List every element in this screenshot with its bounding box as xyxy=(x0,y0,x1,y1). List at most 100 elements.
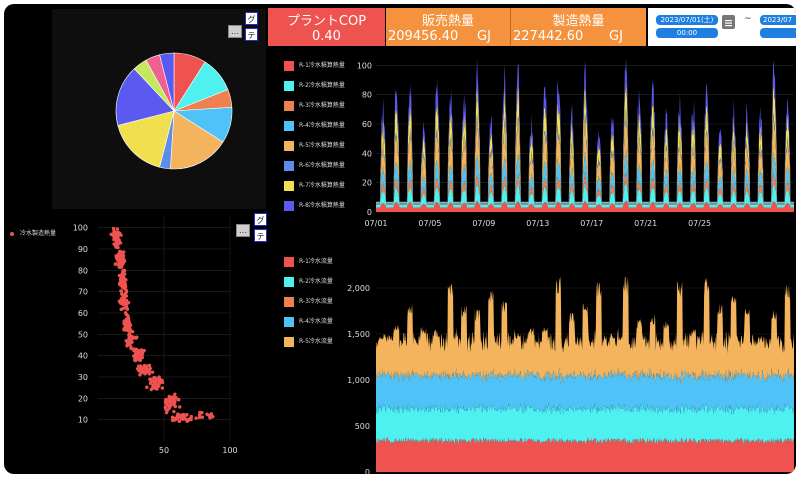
pie-graph-button[interactable]: グ xyxy=(245,12,258,25)
pie-panel: … グ テ xyxy=(52,9,266,209)
legend-swatch xyxy=(284,296,294,307)
scatter-point xyxy=(189,416,193,420)
scatter-point xyxy=(200,415,205,419)
scatter-point xyxy=(163,405,168,409)
cop-title: プラントCOP xyxy=(286,14,367,29)
scatter-point xyxy=(119,297,124,301)
scatter-point xyxy=(160,386,165,390)
scatter-point xyxy=(118,282,122,287)
scatter-point xyxy=(121,281,126,285)
start-time-field[interactable]: 00:00 xyxy=(656,28,718,38)
production-heat-card: 製造熱量 227442.60 GJ xyxy=(511,8,646,46)
end-date-field[interactable]: 2023/07 xyxy=(760,15,796,25)
scatter-point xyxy=(120,301,124,305)
scatter-legend-marker xyxy=(10,231,14,236)
scatter-point xyxy=(176,397,180,402)
legend-item[interactable]: R-8冷水積算熱量 xyxy=(284,200,345,211)
start-date-field[interactable]: 2023/07/01(土) xyxy=(656,15,718,25)
legend-label: R-1冷水流量 xyxy=(299,258,333,265)
y-tick-label: 500 xyxy=(355,422,370,431)
scatter-point xyxy=(147,363,152,368)
legend-swatch xyxy=(284,316,294,327)
legend-label: R-7冷水積算熱量 xyxy=(299,182,345,189)
legend-item[interactable]: R-4冷水流量 xyxy=(284,316,333,327)
scatter-point xyxy=(133,347,138,351)
legend-item[interactable]: R-3冷水流量 xyxy=(284,296,333,307)
legend-swatch xyxy=(284,100,294,111)
legend-item[interactable]: R-4冷水積算熱量 xyxy=(284,120,345,131)
scatter-point xyxy=(135,335,139,339)
y-tick-label: 20 xyxy=(78,394,88,403)
scatter-point xyxy=(119,307,123,312)
scatter-point xyxy=(150,370,155,374)
flow-area-chart: 0 500 1,000 1,500 2,000 xyxy=(347,276,794,474)
scatter-point xyxy=(147,367,151,371)
scatter-table-button[interactable]: テ xyxy=(254,229,267,242)
legend-item[interactable]: R-7冷水積算熱量 xyxy=(284,180,345,191)
legend-item[interactable]: R-3冷水積算熱量 xyxy=(284,100,345,111)
legend-swatch xyxy=(284,180,294,191)
scatter-point xyxy=(112,229,116,233)
legend-item[interactable]: R-2冷水流量 xyxy=(284,276,333,287)
legend-item[interactable]: R-6冷水積算熱量 xyxy=(284,160,345,171)
pie-slice xyxy=(159,52,175,112)
end-time-field[interactable] xyxy=(760,28,796,38)
legend-label: R-5冷水積算熱量 xyxy=(299,142,345,149)
scatter-legend-label: 冷水製造熱量 xyxy=(20,230,57,237)
scatter-point xyxy=(137,349,141,353)
scatter-menu-button[interactable]: … xyxy=(236,224,250,237)
scatter-point xyxy=(120,260,124,264)
scatter-point xyxy=(178,405,182,409)
x-tick-label: 07/09 xyxy=(472,219,495,228)
scatter-point xyxy=(138,358,142,363)
scatter-point xyxy=(125,342,130,346)
legend-item[interactable]: R-5冷水積算熱量 xyxy=(284,140,345,151)
scatter-point xyxy=(122,250,126,254)
y-tick-label: 1,000 xyxy=(347,376,370,385)
pie-slice xyxy=(117,110,175,168)
y-tick-label: 0 xyxy=(365,468,370,474)
legend-label: R-8冷水積算熱量 xyxy=(299,202,345,209)
scatter-point xyxy=(177,419,182,423)
x-tick-label: 07/01 xyxy=(364,219,387,228)
scatter-point xyxy=(126,328,130,332)
legend-label: R-3冷水流量 xyxy=(299,298,333,305)
heat-chart-panel: 0 20 40 60 80 100 07/01 07/05 07/09 07/13 07/17 07/… xyxy=(268,46,796,234)
scatter-point xyxy=(113,237,118,241)
area-series xyxy=(376,149,794,204)
scatter-point xyxy=(173,404,178,409)
scatter-point xyxy=(185,413,189,417)
legend-item[interactable]: R-1冷水積算熱量 xyxy=(284,60,345,71)
y-tick-label: 40 xyxy=(78,352,88,361)
scatter-point xyxy=(157,382,161,386)
legend-item[interactable]: R-5冷水流量 xyxy=(284,336,333,347)
y-tick-label: 40 xyxy=(362,149,372,158)
scatter-point xyxy=(126,318,130,323)
legend-item[interactable]: R-2冷水積算熱量 xyxy=(284,80,345,91)
hamburger-icon[interactable] xyxy=(722,15,735,29)
pie-menu-button[interactable]: … xyxy=(228,25,242,38)
scatter-graph-button[interactable]: グ xyxy=(254,213,267,226)
scatter-point xyxy=(117,262,122,266)
scatter-point xyxy=(197,415,202,420)
y-tick-label: 100 xyxy=(357,61,372,70)
y-tick-label: 20 xyxy=(362,179,372,188)
scatter-point xyxy=(194,416,198,420)
scatter-legend: 冷水製造熱量 xyxy=(10,228,56,237)
scatter-point xyxy=(123,326,127,331)
scatter-point xyxy=(124,312,128,316)
scatter-point xyxy=(119,279,124,283)
scatter-point xyxy=(137,367,141,372)
legend-item[interactable]: R-1冷水流量 xyxy=(284,256,333,267)
y-tick-label: 60 xyxy=(78,309,88,318)
scatter-point xyxy=(154,377,158,381)
pie-table-button[interactable]: テ xyxy=(245,28,258,41)
scatter-point xyxy=(157,379,161,383)
scatter-point xyxy=(124,305,129,309)
scatter-point xyxy=(116,238,120,242)
scatter-point xyxy=(122,294,126,299)
x-tick-label: 07/25 xyxy=(688,219,711,228)
scatter-point xyxy=(142,363,147,368)
area-series xyxy=(376,171,794,205)
legend-label: R-2冷水流量 xyxy=(299,278,333,285)
